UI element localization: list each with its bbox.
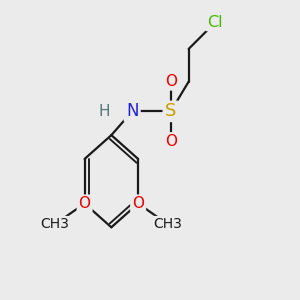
Text: CH3: CH3: [39, 217, 70, 231]
Text: O: O: [165, 74, 177, 89]
Text: H: H: [98, 104, 110, 119]
Text: O: O: [78, 196, 91, 211]
Text: CH3: CH3: [153, 217, 182, 231]
Text: N: N: [125, 102, 139, 120]
Text: O: O: [164, 74, 177, 89]
Text: O: O: [132, 196, 144, 211]
Text: Cl: Cl: [208, 15, 223, 30]
Text: O: O: [79, 196, 91, 211]
Text: N: N: [126, 102, 138, 120]
Text: O: O: [165, 134, 177, 148]
Text: CH3: CH3: [40, 217, 69, 231]
Text: CH3: CH3: [152, 217, 184, 231]
Text: Cl: Cl: [207, 15, 224, 30]
Text: O: O: [132, 196, 145, 211]
Text: O: O: [164, 134, 177, 148]
Text: S: S: [165, 102, 176, 120]
Text: H: H: [103, 104, 116, 119]
Text: S: S: [164, 102, 177, 120]
